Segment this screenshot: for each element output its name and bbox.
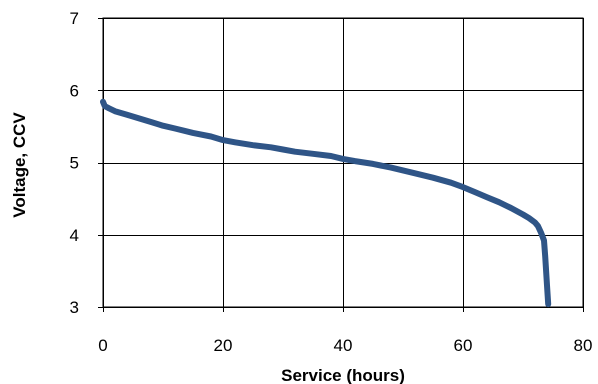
axes: 0 20 40 60 80 3 4 5 6 7 [70,9,593,355]
x-tick-label-0: 0 [98,336,107,355]
grid [102,17,584,308]
x-tick-label-4: 80 [574,336,593,355]
y-tick-label-2: 5 [70,154,79,173]
x-tick-label-3: 60 [454,336,473,355]
y-tick-label-4: 7 [70,9,79,28]
x-tick-label-1: 20 [214,336,233,355]
x-tick-label-2: 40 [334,336,353,355]
y-tick-label-0: 3 [70,298,79,317]
plot-area [100,98,552,308]
y-tick-label-3: 6 [70,81,79,100]
series-line-0 [100,98,552,308]
y-axis-label: Voltage, CCV [10,112,29,218]
y-tick-label-1: 4 [70,226,79,245]
x-axis-label: Service (hours) [281,366,405,384]
